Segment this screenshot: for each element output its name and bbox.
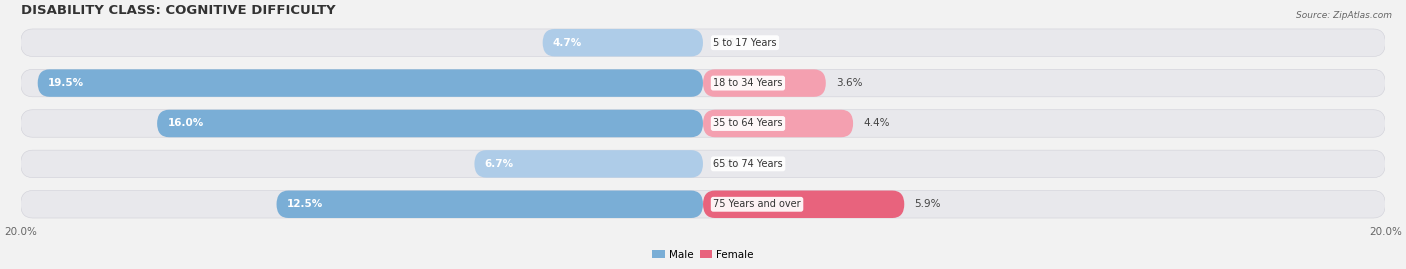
Text: 6.7%: 6.7% — [485, 159, 513, 169]
Legend: Male, Female: Male, Female — [648, 245, 758, 264]
Text: 65 to 74 Years: 65 to 74 Years — [713, 159, 783, 169]
Text: 3.6%: 3.6% — [837, 78, 862, 88]
FancyBboxPatch shape — [21, 150, 1385, 178]
Text: DISABILITY CLASS: COGNITIVE DIFFICULTY: DISABILITY CLASS: COGNITIVE DIFFICULTY — [21, 4, 335, 17]
FancyBboxPatch shape — [38, 69, 703, 97]
FancyBboxPatch shape — [543, 29, 703, 56]
Text: 19.5%: 19.5% — [48, 78, 84, 88]
Text: 5.9%: 5.9% — [914, 199, 941, 209]
Text: 5 to 17 Years: 5 to 17 Years — [713, 38, 776, 48]
Text: 18 to 34 Years: 18 to 34 Years — [713, 78, 783, 88]
FancyBboxPatch shape — [21, 190, 1385, 218]
FancyBboxPatch shape — [703, 69, 825, 97]
Text: 12.5%: 12.5% — [287, 199, 323, 209]
FancyBboxPatch shape — [277, 190, 703, 218]
FancyBboxPatch shape — [21, 69, 1385, 97]
FancyBboxPatch shape — [157, 110, 703, 137]
FancyBboxPatch shape — [474, 150, 703, 178]
Text: 75 Years and over: 75 Years and over — [713, 199, 801, 209]
Text: 4.4%: 4.4% — [863, 118, 890, 129]
FancyBboxPatch shape — [703, 190, 904, 218]
Text: 35 to 64 Years: 35 to 64 Years — [713, 118, 783, 129]
Text: 0.0%: 0.0% — [713, 159, 740, 169]
Text: 0.0%: 0.0% — [713, 38, 740, 48]
FancyBboxPatch shape — [21, 110, 1385, 137]
Text: Source: ZipAtlas.com: Source: ZipAtlas.com — [1296, 11, 1392, 20]
Text: 16.0%: 16.0% — [167, 118, 204, 129]
FancyBboxPatch shape — [21, 29, 1385, 56]
Text: 4.7%: 4.7% — [553, 38, 582, 48]
FancyBboxPatch shape — [703, 110, 853, 137]
